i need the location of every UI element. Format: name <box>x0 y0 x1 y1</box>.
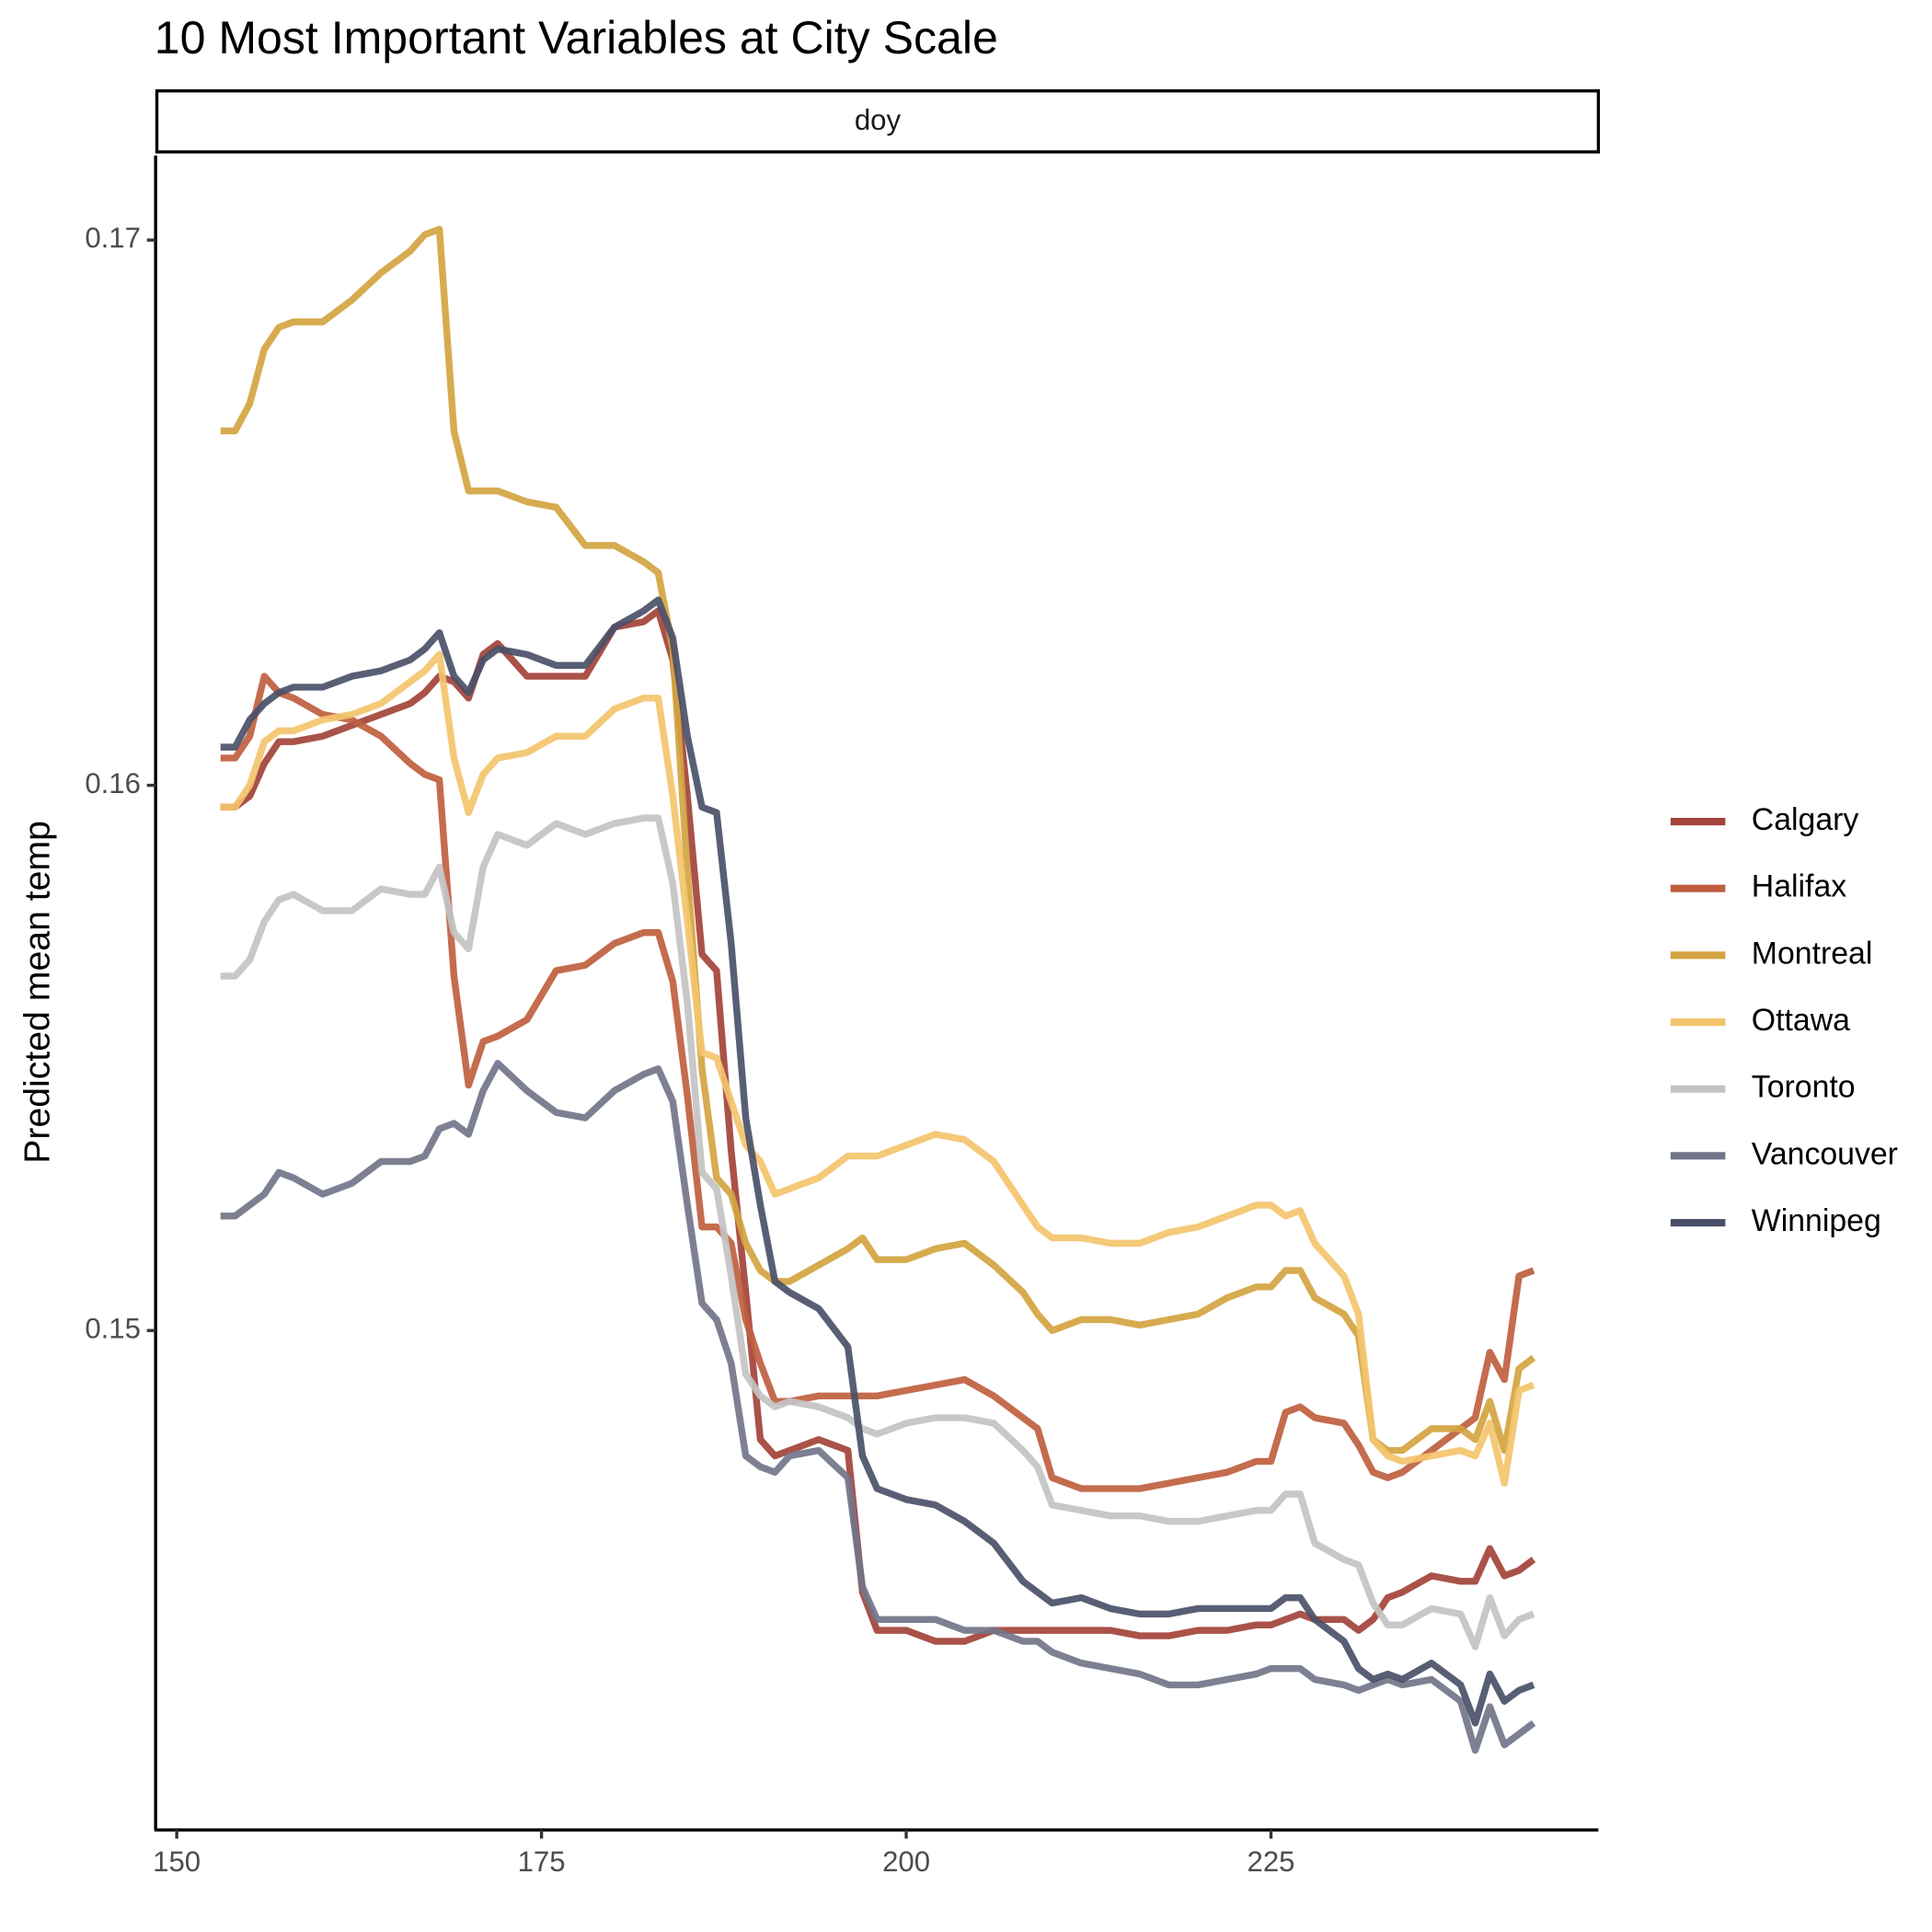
x-tick-label: 175 <box>518 1846 566 1878</box>
legend-label: Ottawa <box>1752 1003 1850 1038</box>
legend-label: Winnipeg <box>1752 1203 1881 1238</box>
y-tick-label: 0.15 <box>85 1312 141 1344</box>
facet-label: doy <box>855 104 902 136</box>
x-tick-label: 225 <box>1248 1846 1295 1878</box>
legend-label: Calgary <box>1752 802 1859 837</box>
series-line <box>220 673 1535 1492</box>
series-line <box>220 596 1535 1727</box>
series-line <box>220 607 1536 1645</box>
legend-label: Toronto <box>1752 1070 1856 1105</box>
series-line <box>220 814 1535 1650</box>
y-tick-label: 0.17 <box>85 222 141 254</box>
series-line <box>220 225 1536 1455</box>
y-axis-title: Predicted mean temp <box>17 821 58 1164</box>
legend-label: Vancouver <box>1752 1136 1898 1171</box>
x-tick-label: 150 <box>153 1846 201 1878</box>
series-line <box>220 1060 1536 1754</box>
chart-title: 10 Most Important Variables at City Scal… <box>155 12 998 63</box>
legend-label: Halifax <box>1752 869 1846 904</box>
y-tick-label: 0.16 <box>85 767 141 799</box>
facet-strip <box>155 89 1601 154</box>
legend-label: Montreal <box>1752 936 1873 971</box>
series-line <box>220 650 1535 1487</box>
x-tick-label: 200 <box>882 1846 930 1878</box>
